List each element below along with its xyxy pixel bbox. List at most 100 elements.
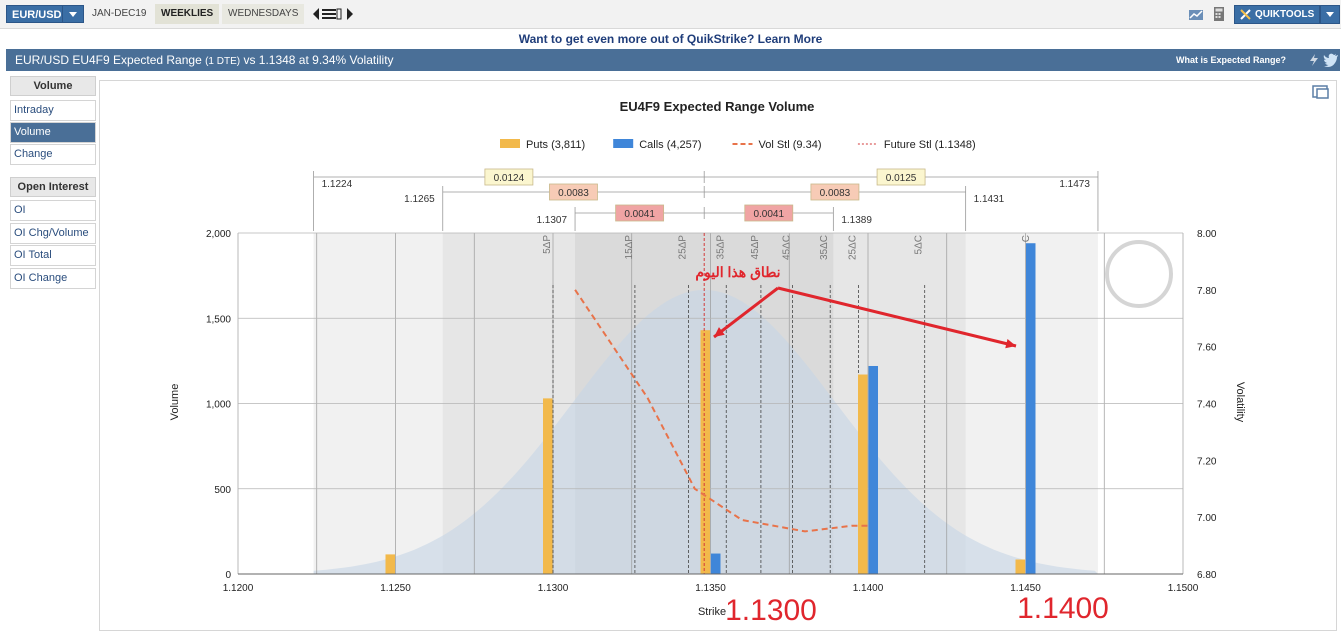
- put-bar: [858, 374, 868, 574]
- tools-icon: [1240, 9, 1251, 20]
- y2-tick-label: 7.40: [1197, 400, 1217, 411]
- range-high-label: 1.1389: [841, 215, 872, 226]
- maximize-icon[interactable]: [1312, 85, 1329, 99]
- delta-label: 5ΔC: [914, 235, 925, 254]
- y2-tick-label: 7.00: [1197, 513, 1217, 524]
- quiktools-dropdown-icon[interactable]: [1320, 5, 1340, 24]
- x-tick-label: 1.1250: [380, 583, 411, 594]
- x-tick-label: 1.1200: [223, 583, 254, 594]
- tab-wednesdays[interactable]: WEDNESDAYS: [222, 4, 305, 24]
- y2-tick-label: 6.80: [1197, 570, 1217, 581]
- y-tick-label: 500: [214, 485, 231, 496]
- range-down-box: [549, 183, 598, 201]
- sidebar-item-intraday[interactable]: Intraday: [10, 100, 96, 121]
- sidebar-volume-heading: Volume: [10, 76, 96, 96]
- call-bar: [1026, 243, 1036, 575]
- sidebar-item-oi-change[interactable]: OI Change: [10, 268, 96, 289]
- range-high-label: 1.1473: [1059, 179, 1090, 190]
- delta-label: 15ΔP: [624, 235, 635, 260]
- prev-arrow-icon: [313, 8, 319, 20]
- call-bar: [868, 365, 878, 574]
- delta-label: 35ΔC: [819, 235, 830, 260]
- legend-swatch: [500, 139, 520, 148]
- quikstrike-watermark-icon: [1105, 240, 1173, 308]
- delta-label: 45ΔP: [750, 235, 761, 260]
- legend-label: Calls (4,257): [639, 139, 701, 151]
- promo-link[interactable]: Want to get even more out of QuikStrike?…: [518, 32, 823, 46]
- range-up-value: 0.0041: [753, 209, 784, 220]
- y-tick-label: 1,500: [206, 314, 231, 325]
- sidebar-oi-heading: Open Interest: [10, 177, 96, 197]
- calculator-icon[interactable]: [1211, 6, 1227, 22]
- annotation-price-right: 1.1400: [1017, 592, 1109, 625]
- top-toolbar: EUR/USD JAN-DEC19 WEEKLIES WEDNESDAYS QU…: [0, 0, 1341, 29]
- quiktools-label: QUIKTOOLS: [1255, 9, 1315, 20]
- x-tick-label: 1.1300: [538, 583, 569, 594]
- put-bar: [385, 554, 395, 574]
- sidebar-item-volume[interactable]: Volume: [10, 122, 96, 143]
- y-tick-label: 1,000: [206, 400, 231, 411]
- sidebar-item-oi-total[interactable]: OI Total: [10, 245, 96, 266]
- y2-tick-label: 7.60: [1197, 343, 1217, 354]
- y2-tick-label: 8.00: [1197, 229, 1217, 240]
- report-title: EUR/USD EU4F9 Expected Range (1 DTE) vs …: [15, 53, 394, 67]
- range-down-value: 0.0041: [624, 209, 655, 220]
- twitter-icon[interactable]: [1323, 53, 1339, 67]
- expected-range-help-link[interactable]: What is Expected Range?: [1176, 55, 1287, 65]
- range-down-box: [484, 168, 534, 186]
- x-tick-label: 1.1350: [695, 583, 726, 594]
- put-bar: [543, 398, 553, 574]
- vol-settle-curve: [574, 289, 868, 533]
- put-bar: [700, 330, 710, 574]
- legend-label: Vol Stl (9.34): [759, 139, 822, 151]
- y2-tick-label: 7.80: [1197, 286, 1217, 297]
- y-tick-label: 2,000: [206, 229, 231, 240]
- next-arrow-icon: [347, 8, 353, 20]
- legend-label: Puts (3,811): [526, 139, 585, 151]
- sidebar-item-change[interactable]: Change: [10, 144, 96, 165]
- legend-swatch: [613, 139, 634, 148]
- delta-label: 25ΔC: [848, 235, 859, 260]
- delta-label: 35ΔP: [715, 235, 726, 260]
- x-tick-label: 1.1400: [853, 583, 884, 594]
- annotation-arrow: [777, 286, 1017, 348]
- tab-weeklies[interactable]: WEEKLIES: [155, 4, 220, 24]
- range-up-value: 0.0125: [886, 173, 917, 184]
- x-tick-label: 1.1450: [1010, 583, 1041, 594]
- y2-axis-label: Volatility: [1234, 382, 1246, 423]
- range-low-label: 1.1265: [404, 194, 435, 205]
- delta-label: 5ΔP: [542, 235, 553, 254]
- x-tick-label: 1.1500: [1168, 583, 1199, 594]
- y2-tick-label: 7.20: [1197, 456, 1217, 467]
- range-down-value: 0.0124: [494, 173, 525, 184]
- x-axis-label: Strike: [698, 606, 726, 618]
- range-up-box: [744, 204, 794, 222]
- range-down-value: 0.0083: [558, 188, 589, 199]
- delta-label: 25ΔP: [677, 235, 688, 260]
- sidebar-item-oi-chg-volume[interactable]: OI Chg/Volume: [10, 223, 96, 244]
- range-high-label: 1.1431: [974, 194, 1005, 205]
- call-bar: [711, 553, 721, 574]
- range-down-box: [615, 204, 665, 222]
- annotation-arrow: [713, 286, 779, 339]
- annotation-arrowhead: [714, 327, 725, 337]
- annotation-arrowhead: [1005, 339, 1016, 349]
- sidebar-item-oi[interactable]: OI: [10, 200, 96, 221]
- tab-range[interactable]: JAN-DEC19: [92, 8, 147, 19]
- chart-tool-icon[interactable]: [1188, 6, 1204, 22]
- annotation-price-left: 1.1300: [725, 594, 817, 627]
- legend-label: Future Stl (1.1348): [884, 139, 976, 151]
- quiktools-button[interactable]: QUIKTOOLS: [1234, 5, 1320, 24]
- y-axis-label: Volume: [169, 384, 181, 421]
- range-up-box: [876, 168, 926, 186]
- range-up-value: 0.0083: [820, 188, 851, 199]
- chart-title: EU4F9 Expected Range Volume: [620, 99, 815, 114]
- arabic-annotation: نطاق هذا اليوم: [695, 264, 780, 281]
- instrument-dropdown-icon[interactable]: [62, 5, 84, 23]
- put-bar: [1015, 559, 1025, 574]
- delta-label: 45ΔC: [781, 235, 792, 260]
- lightning-icon[interactable]: [1309, 54, 1319, 66]
- report-title-bar: EUR/USD EU4F9 Expected Range (1 DTE) vs …: [6, 49, 1340, 71]
- expiry-nav-icon[interactable]: [313, 6, 355, 22]
